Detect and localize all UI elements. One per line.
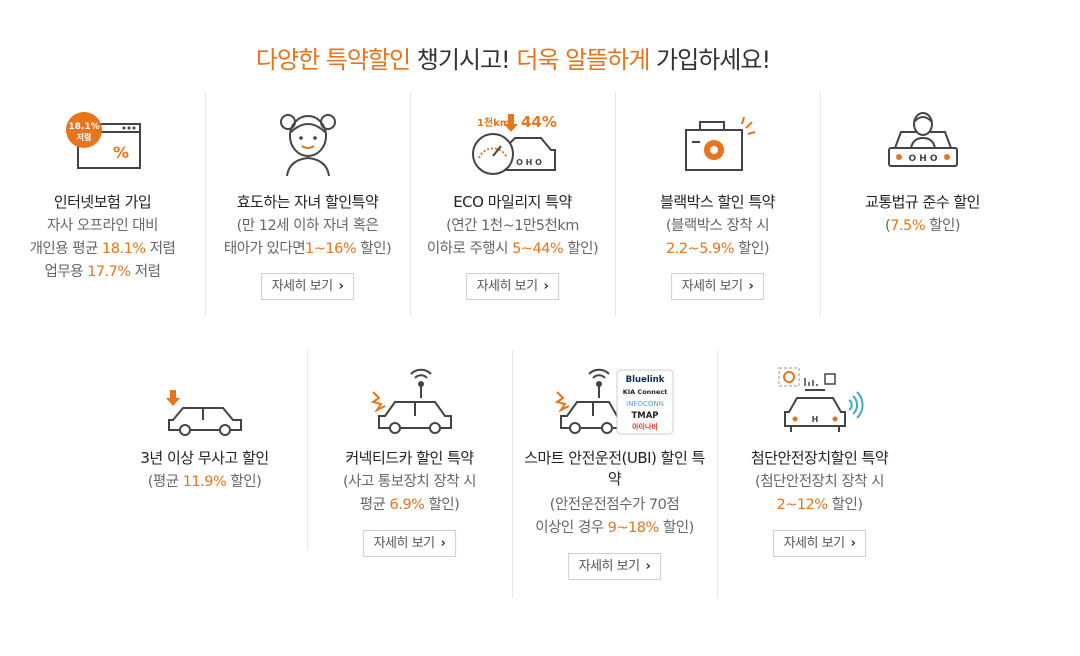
card-desc: (첨단안전장치 장착 시 2~12% 할인) (755, 474, 884, 513)
svg-text:H: H (811, 415, 818, 424)
card-smart-driving-ubi: Bluelink KIA Connect INFOCONN TMAP 아이나비 … (512, 350, 717, 598)
divider (717, 350, 718, 598)
eco-mileage-icon: 1천km 44% O H O (471, 113, 557, 175)
card-eco-mileage: 1천km 44% O H O ECO 마일리지 특약 (연간 1천~1만5천km… (410, 92, 615, 316)
car-down-arrow-icon (165, 390, 242, 436)
svg-text:TMAP: TMAP (631, 411, 658, 421)
card-title: 커넥티드카 할인 특약 (345, 449, 474, 467)
chevron-right-icon: › (338, 279, 344, 294)
svg-text:44%: 44% (521, 113, 557, 131)
divider (820, 92, 821, 316)
card-desc: (사고 통보장치 장착 시 평균 6.9% 할인) (342, 474, 477, 513)
headline-text-1: 챙기시고! (410, 46, 517, 74)
chevron-right-icon: › (645, 559, 651, 574)
svg-text:1천km: 1천km (477, 116, 510, 129)
child-face-icon (279, 114, 336, 177)
card-blackbox: 블랙박스 할인 특약 (블랙박스 장착 시 2.2~5.9% 할인) 자세히 보… (615, 92, 820, 316)
blackbox-camera-icon (684, 116, 755, 171)
svg-text:O H O: O H O (908, 154, 937, 164)
svg-text:18.1%: 18.1% (68, 122, 99, 132)
card-child-discount: 효도하는 자녀 할인특약 (만 12세 이하 자녀 혹은 태아가 있다면1~16… (205, 92, 410, 316)
advanced-safety-car-icon: H (778, 367, 863, 432)
ubi-car-icon: Bluelink KIA Connect INFOCONN TMAP 아이나비 (554, 368, 673, 435)
headline-text-2: 가입하세요! (649, 46, 771, 74)
card-title: 3년 이상 무사고 할인 (140, 449, 269, 467)
card-title: 첨단안전장치할인 특약 (750, 449, 889, 467)
detail-button[interactable]: 자세히 보기 › (260, 273, 355, 300)
chevron-right-icon: › (440, 536, 446, 551)
card-desc: (7.5% 할인) (885, 218, 960, 234)
divider (410, 92, 411, 316)
card-desc: 자사 오프라인 대비 개인용 평균 18.1% 저렴 업무용 17.7% 저렴 (29, 218, 176, 280)
driver-car-icon: O H O (887, 112, 958, 167)
svg-text:KIA Connect: KIA Connect (622, 388, 667, 396)
divider (205, 92, 206, 316)
detail-button[interactable]: 자세히 보기 › (772, 530, 867, 557)
detail-button[interactable]: 자세히 보기 › (465, 273, 560, 300)
chevron-right-icon: › (748, 279, 754, 294)
card-desc: (연간 1천~1만5천km 이하로 주행시 5~44% 할인) (426, 218, 599, 257)
svg-text:INFOCONN: INFOCONN (626, 400, 664, 408)
card-traffic-law: O H O 교통법규 준수 할인 (7.5% 할인) (820, 92, 1025, 316)
svg-text:아이나비: 아이나비 (632, 422, 658, 431)
divider (615, 92, 616, 316)
card-title: 교통법규 준수 할인 (865, 193, 980, 211)
card-advanced-safety: H 첨단안전장치할인 특약 (첨단안전장치 장착 시 2~12% 할인) 자세히… (717, 350, 922, 570)
detail-button[interactable]: 자세히 보기 › (362, 530, 457, 557)
chevron-right-icon: › (543, 279, 549, 294)
card-title: 효도하는 자녀 할인특약 (236, 193, 379, 211)
detail-button[interactable]: 자세히 보기 › (670, 273, 765, 300)
card-internet-insurance: % 18.1% 저렴 인터넷보험 가입 자사 오프라인 대비 개인용 평균 18… (0, 92, 205, 316)
card-connected-car: 커넥티드카 할인 특약 (사고 통보장치 장착 시 평균 6.9% 할인) 자세… (307, 350, 512, 570)
headline-highlight-1: 다양한 특약할인 (255, 46, 411, 74)
divider (307, 350, 308, 550)
card-title: 인터넷보험 가입 (53, 193, 152, 211)
connected-car-icon (370, 368, 452, 434)
svg-text:저렴: 저렴 (76, 132, 91, 142)
chevron-right-icon: › (850, 536, 856, 551)
divider (512, 350, 513, 598)
page-headline: 다양한 특약할인 챙기시고! 더욱 알뜰하게 가입하세요! (0, 40, 1026, 75)
card-desc: (블랙박스 장착 시 2.2~5.9% 할인) (665, 218, 770, 257)
svg-text:O H O: O H O (516, 158, 542, 167)
svg-text:%: % (112, 143, 128, 162)
card-desc: (만 12세 이하 자녀 혹은 태아가 있다면1~16% 할인) (223, 218, 392, 257)
card-desc: (평균 11.9% 할인) (147, 474, 262, 490)
card-no-accident: 3년 이상 무사고 할인 (평균 11.9% 할인) (102, 350, 307, 550)
card-title: 스마트 안전운전(UBI) 할인 특 약 (524, 449, 705, 488)
card-title: ECO 마일리지 특약 (453, 193, 572, 211)
card-desc: (안전운전점수가 70점 이상인 경우 9~18% 할인) (535, 497, 694, 536)
detail-button[interactable]: 자세히 보기 › (567, 553, 662, 580)
internet-monitor-icon: % 18.1% 저렴 (65, 112, 141, 169)
card-title: 블랙박스 할인 특약 (660, 193, 775, 211)
headline-highlight-2: 더욱 알뜰하게 (516, 46, 650, 74)
svg-text:Bluelink: Bluelink (625, 375, 664, 385)
